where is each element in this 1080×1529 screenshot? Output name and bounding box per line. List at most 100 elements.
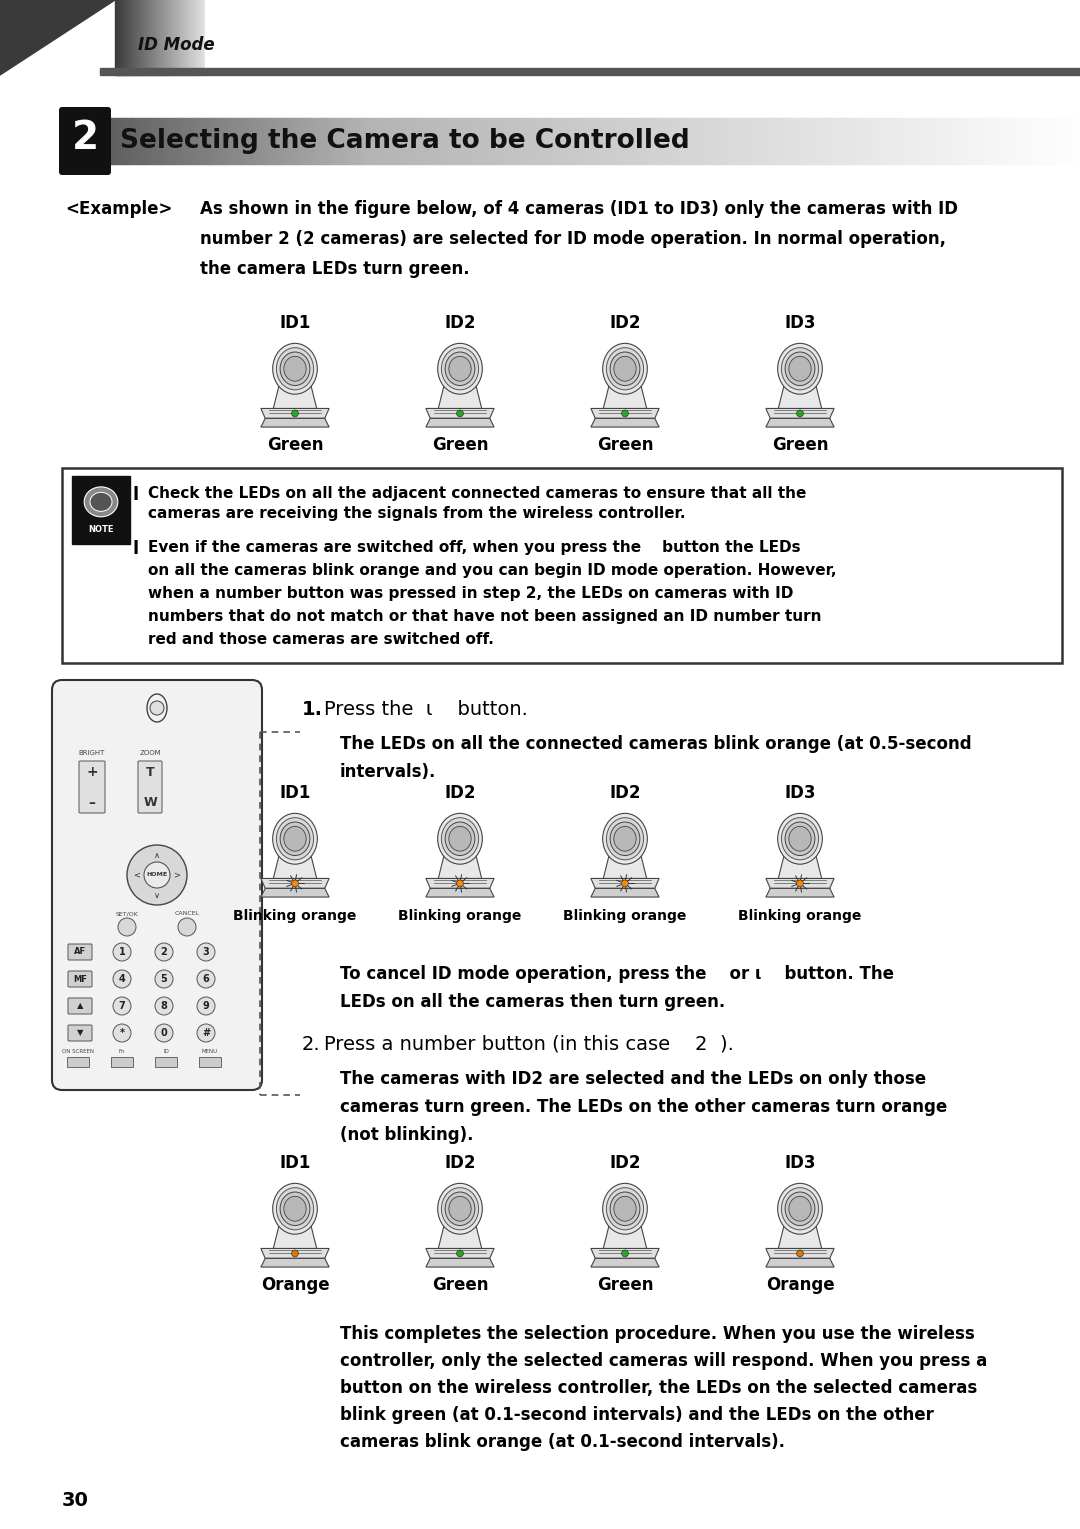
Text: Blinking orange: Blinking orange (399, 910, 522, 924)
Polygon shape (766, 408, 834, 419)
Bar (130, 0, 132, 75)
Bar (145, 0, 147, 75)
Text: Press a number button (in this case    2  ).: Press a number button (in this case 2 ). (324, 1035, 734, 1053)
Bar (122, 0, 124, 75)
Text: #: # (202, 1027, 211, 1038)
Ellipse shape (785, 352, 815, 385)
Polygon shape (604, 376, 647, 408)
Polygon shape (261, 1249, 329, 1258)
Bar (555, 118, 561, 164)
FancyBboxPatch shape (68, 971, 92, 988)
Bar (994, 118, 999, 164)
Bar (600, 118, 607, 164)
Bar (172, 0, 174, 75)
Text: CANCEL: CANCEL (175, 911, 200, 916)
Bar (264, 118, 270, 164)
Text: (not blinking).: (not blinking). (340, 1125, 473, 1144)
Circle shape (197, 1024, 215, 1041)
Text: The cameras with ID2 are selected and the LEDs on only those: The cameras with ID2 are selected and th… (340, 1070, 927, 1089)
Text: To cancel ID mode operation, press the    or ι    button. The: To cancel ID mode operation, press the o… (340, 965, 894, 983)
Bar (881, 118, 887, 164)
Text: Green: Green (432, 436, 488, 454)
Text: 1: 1 (119, 946, 125, 957)
Bar (799, 118, 806, 164)
Text: MF: MF (73, 974, 86, 983)
Text: number 2 (2 cameras) are selected for ID mode operation. In normal operation,: number 2 (2 cameras) are selected for ID… (200, 229, 946, 248)
Bar (136, 0, 137, 75)
Bar (514, 118, 519, 164)
Bar (488, 118, 495, 164)
Ellipse shape (788, 356, 811, 381)
Polygon shape (779, 1216, 822, 1249)
Bar (202, 0, 203, 75)
Bar (550, 118, 556, 164)
FancyBboxPatch shape (138, 761, 162, 813)
Bar (203, 118, 208, 164)
Bar (372, 118, 377, 164)
Circle shape (113, 1024, 131, 1041)
Text: ID2: ID2 (609, 1154, 640, 1173)
Bar (120, 0, 121, 75)
Bar (937, 118, 943, 164)
Bar (754, 118, 759, 164)
Bar (315, 118, 321, 164)
Polygon shape (591, 1258, 659, 1268)
Ellipse shape (788, 1196, 811, 1222)
Text: Orange: Orange (260, 1277, 329, 1294)
Text: Green: Green (267, 436, 323, 454)
Text: +: + (86, 764, 98, 778)
Bar (239, 118, 244, 164)
Ellipse shape (84, 486, 118, 517)
Ellipse shape (449, 826, 471, 852)
Bar (154, 0, 156, 75)
Polygon shape (426, 888, 495, 898)
Text: cameras turn green. The LEDs on the other cameras turn orange: cameras turn green. The LEDs on the othe… (340, 1098, 947, 1116)
Polygon shape (766, 419, 834, 427)
Bar (135, 0, 136, 75)
Bar (340, 118, 347, 164)
Bar (703, 118, 708, 164)
Bar (962, 118, 969, 164)
Bar (958, 118, 963, 164)
Bar (1075, 118, 1080, 164)
Bar (657, 118, 663, 164)
Bar (953, 118, 959, 164)
Bar (825, 118, 832, 164)
Text: numbers that do not match or that have not been assigned an ID number turn: numbers that do not match or that have n… (148, 609, 822, 624)
Bar (891, 118, 897, 164)
Bar (835, 118, 841, 164)
Text: ID3: ID3 (784, 784, 815, 803)
Bar (60, 118, 66, 164)
Bar (194, 0, 195, 75)
Polygon shape (426, 1258, 495, 1268)
Bar (432, 118, 438, 164)
Text: ▼: ▼ (77, 1029, 83, 1038)
Text: AF: AF (73, 948, 86, 957)
Bar (1039, 118, 1045, 164)
Text: Blinking orange: Blinking orange (564, 910, 687, 924)
Text: 9: 9 (203, 1001, 210, 1011)
Bar (723, 118, 729, 164)
Polygon shape (766, 1249, 834, 1258)
Bar (973, 118, 978, 164)
Bar (156, 1057, 177, 1067)
Bar (820, 118, 826, 164)
Text: Orange: Orange (766, 1277, 835, 1294)
Circle shape (156, 943, 173, 962)
Bar (463, 118, 469, 164)
Bar (72, 476, 130, 544)
Bar (1029, 118, 1035, 164)
Ellipse shape (613, 1196, 636, 1222)
Polygon shape (261, 888, 329, 898)
Bar (151, 0, 152, 75)
Ellipse shape (603, 1183, 647, 1234)
Circle shape (797, 1251, 804, 1257)
Bar (677, 118, 684, 164)
Bar (647, 118, 652, 164)
Bar (606, 118, 611, 164)
Bar (174, 0, 175, 75)
Ellipse shape (272, 813, 318, 864)
Bar (453, 118, 459, 164)
Bar (355, 118, 362, 164)
FancyBboxPatch shape (68, 943, 92, 960)
